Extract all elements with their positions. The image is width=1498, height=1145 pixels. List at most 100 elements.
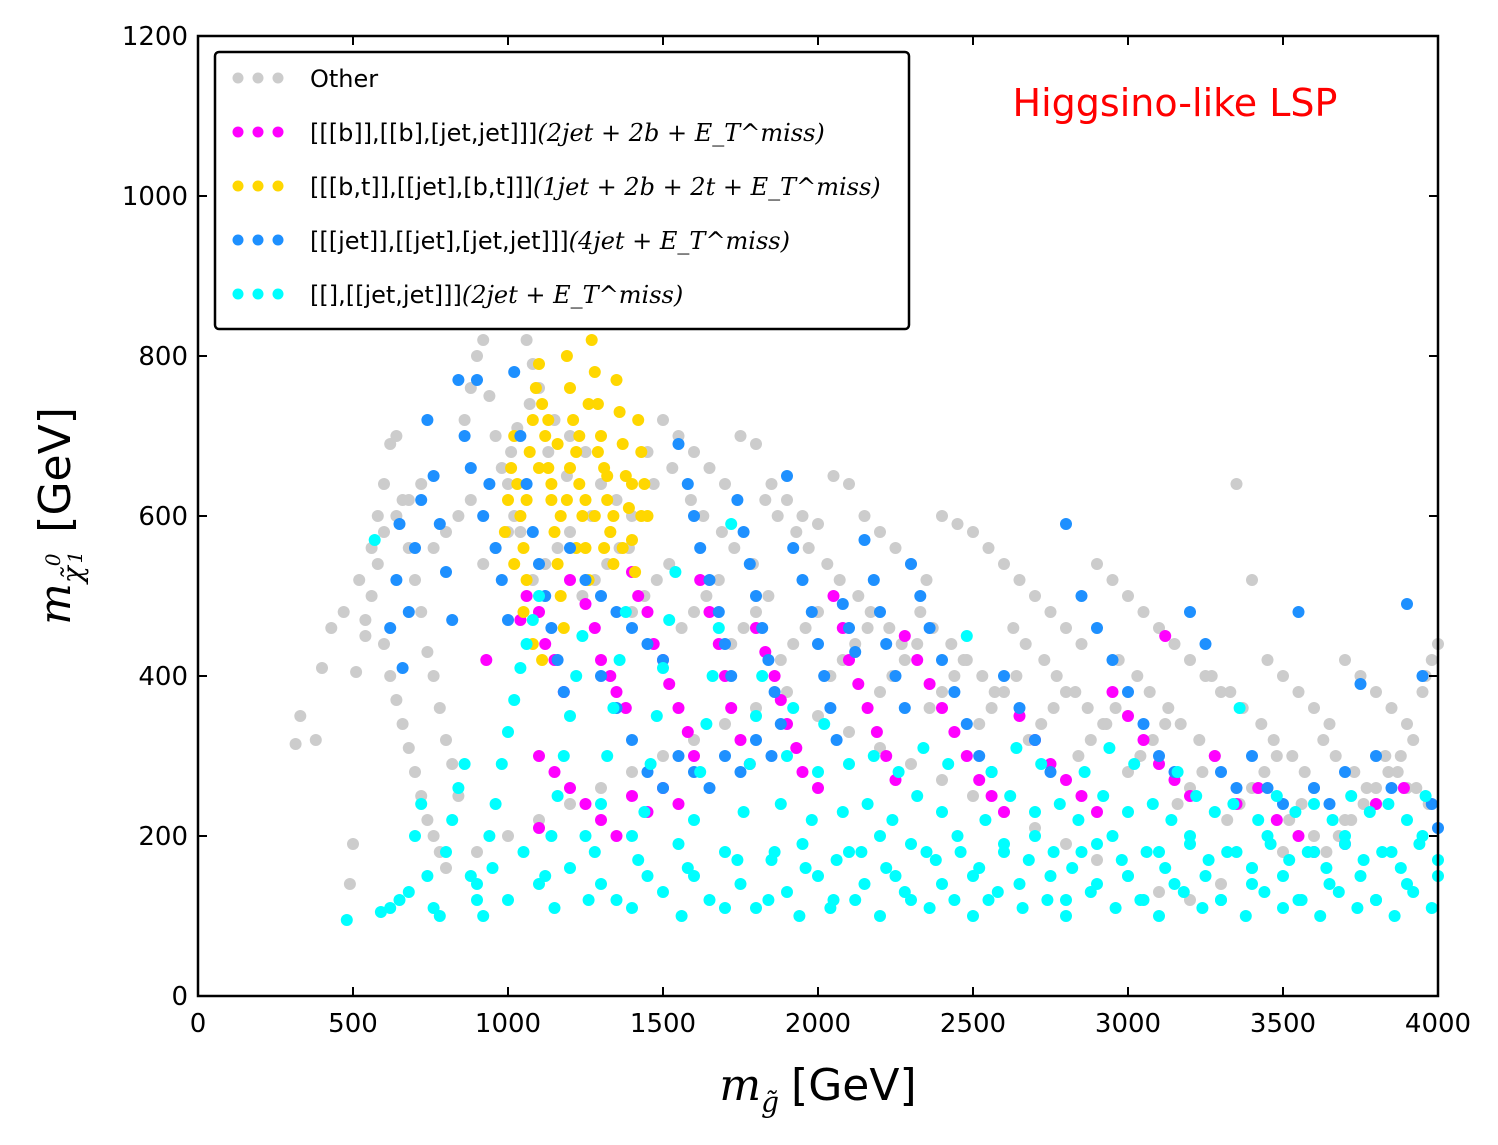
data-point <box>1106 574 1119 586</box>
data-point <box>595 798 607 810</box>
data-point <box>573 478 586 490</box>
data-point <box>517 606 530 618</box>
data-point <box>688 750 700 762</box>
data-point <box>905 894 917 906</box>
legend-signature: (2jet + 2b + E_T^miss) <box>537 119 824 147</box>
data-point <box>1115 854 1128 866</box>
data-point <box>378 478 390 490</box>
data-point <box>545 494 558 506</box>
data-point <box>734 734 747 746</box>
data-point <box>1351 902 1364 914</box>
data-point <box>564 430 576 442</box>
data-point <box>787 542 800 554</box>
data-point <box>1261 654 1274 666</box>
data-point <box>1270 750 1283 762</box>
data-point <box>967 526 979 538</box>
data-point <box>1320 862 1333 874</box>
y-tick-label: 1000 <box>122 182 188 212</box>
data-point <box>703 606 716 618</box>
data-point <box>421 646 434 658</box>
data-point <box>610 686 623 698</box>
data-point <box>632 414 645 426</box>
data-point <box>1208 806 1221 818</box>
data-point <box>998 806 1010 818</box>
data-point <box>802 542 815 554</box>
data-point <box>1109 902 1122 914</box>
data-point <box>533 590 545 602</box>
data-point <box>601 494 614 506</box>
data-point <box>1388 910 1401 922</box>
legend-name: [[[b]],[[b],[jet,jet]]] <box>310 119 537 147</box>
data-point <box>579 494 592 506</box>
data-point <box>595 590 607 602</box>
data-point <box>1091 854 1103 866</box>
data-point <box>464 494 477 506</box>
data-point <box>799 862 812 874</box>
data-point <box>867 750 880 762</box>
data-point <box>458 414 471 426</box>
data-point <box>973 718 986 730</box>
data-point <box>390 430 403 442</box>
data-point <box>874 830 886 842</box>
data-point <box>1193 734 1206 746</box>
data-point <box>1122 590 1134 602</box>
series-0-points <box>289 334 1444 906</box>
data-point <box>1258 886 1271 898</box>
data-point <box>731 494 744 506</box>
data-point <box>505 462 518 474</box>
data-point <box>818 670 831 682</box>
data-point <box>1370 894 1382 906</box>
data-point <box>1221 814 1234 826</box>
data-point <box>870 726 883 738</box>
data-point <box>1339 814 1351 826</box>
data-point <box>548 902 561 914</box>
data-point <box>1072 814 1085 826</box>
data-point <box>440 734 452 746</box>
data-point <box>1425 902 1438 914</box>
data-point <box>1385 846 1398 858</box>
data-point <box>554 590 567 602</box>
data-point <box>1277 870 1289 882</box>
data-point <box>427 670 440 682</box>
x-tick-label: 2500 <box>940 1009 1006 1039</box>
data-point <box>564 574 576 586</box>
data-point <box>471 894 483 906</box>
data-point <box>1382 766 1395 778</box>
data-point <box>520 494 533 506</box>
data-point <box>1246 862 1258 874</box>
data-point <box>1137 606 1150 618</box>
data-point <box>626 766 638 778</box>
data-point <box>967 870 979 882</box>
data-point <box>954 846 967 858</box>
data-point <box>886 814 899 826</box>
data-point <box>812 518 824 530</box>
data-point <box>486 862 499 874</box>
data-point <box>576 630 589 642</box>
data-point <box>452 374 465 386</box>
data-point <box>378 526 390 538</box>
data-point <box>1261 782 1274 794</box>
data-point <box>1323 798 1336 810</box>
data-point <box>1292 894 1305 906</box>
data-point <box>1184 830 1196 842</box>
data-point <box>1035 718 1048 730</box>
data-point <box>402 494 415 506</box>
data-point <box>855 846 868 858</box>
data-point <box>774 654 787 666</box>
data-point <box>858 510 871 522</box>
data-point <box>672 438 685 450</box>
data-point <box>483 390 496 402</box>
data-point <box>560 494 573 506</box>
x-tick-label: 4000 <box>1405 1009 1471 1039</box>
data-point <box>663 678 676 690</box>
data-point <box>1270 790 1283 802</box>
data-point <box>595 878 607 890</box>
data-point <box>1060 622 1072 634</box>
data-point <box>843 758 855 770</box>
data-point <box>644 758 657 770</box>
data-point <box>960 630 973 642</box>
data-point <box>719 638 731 650</box>
data-point <box>396 662 409 674</box>
data-point <box>613 654 626 666</box>
data-point <box>378 638 390 650</box>
